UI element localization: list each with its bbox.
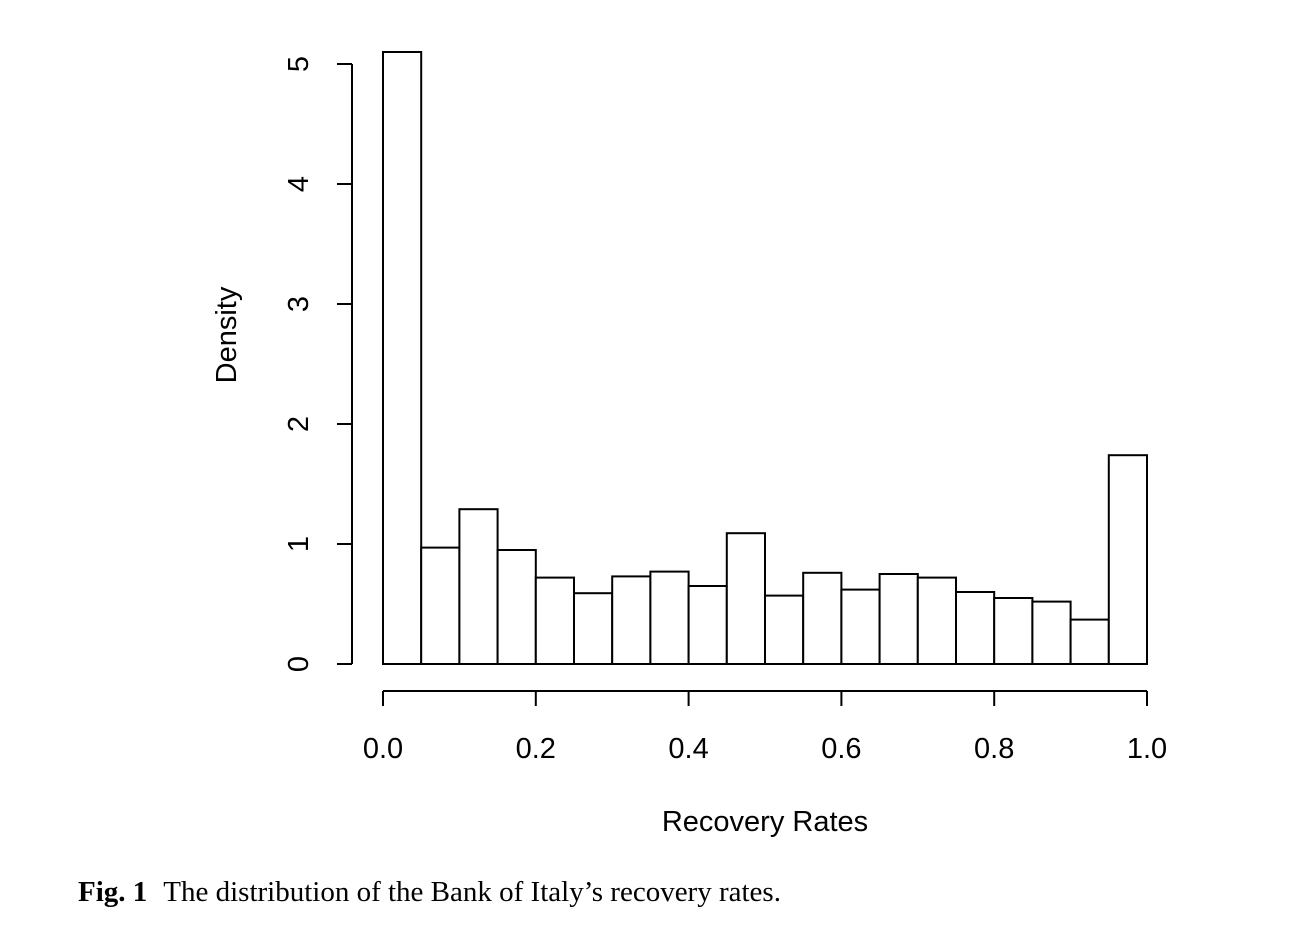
histogram-bar-19 — [1107, 454, 1149, 666]
histogram-bar-5 — [573, 592, 614, 666]
histogram-bar-3 — [496, 549, 537, 665]
histogram-bar-11 — [802, 571, 843, 665]
x-tick-label: 0.0 — [363, 733, 403, 765]
histogram-bar-6 — [611, 575, 652, 666]
x-axis: 0.0 0.2 0.4 0.6 0.8 1.0 — [363, 690, 1167, 765]
y-tick-label: 5 — [283, 56, 315, 72]
y-axis-label: Density — [211, 286, 243, 383]
y-axis: 0 1 2 3 4 5 — [283, 56, 353, 672]
histogram-bar-9 — [725, 532, 766, 666]
histogram-bar-0 — [382, 51, 423, 665]
histogram-bar-18 — [1069, 618, 1110, 665]
histogram-bar-15 — [955, 591, 996, 665]
x-axis-label: Recovery Rates — [662, 806, 868, 838]
y-tick-label: 3 — [283, 296, 315, 312]
y-tick-label: 4 — [283, 176, 315, 192]
histogram-bars — [382, 51, 1149, 666]
x-tick-label: 0.8 — [974, 733, 1014, 765]
histogram-bar-14 — [916, 576, 957, 665]
figure-caption-label: Fig. 1 — [78, 876, 148, 908]
histogram-bar-16 — [993, 597, 1034, 665]
histogram-bar-17 — [1031, 600, 1072, 665]
y-tick-label: 2 — [283, 416, 315, 432]
x-tick-label: 0.2 — [516, 733, 556, 765]
x-tick-label: 1.0 — [1127, 733, 1167, 765]
histogram-bar-1 — [420, 546, 461, 665]
histogram-bar-13 — [878, 573, 919, 665]
histogram-bar-7 — [649, 570, 690, 665]
histogram-bar-8 — [687, 585, 728, 665]
histogram-bar-4 — [534, 576, 575, 665]
figure-caption: Fig. 1 The distribution of the Bank of It… — [78, 876, 781, 909]
y-tick-label: 1 — [283, 536, 315, 552]
y-tick-label: 0 — [283, 656, 315, 672]
x-tick-label: 0.4 — [668, 733, 708, 765]
histogram-bar-12 — [840, 588, 881, 665]
figure-caption-text: The distribution of the Bank of Italy’s … — [163, 876, 781, 908]
histogram-bar-2 — [458, 508, 499, 666]
x-tick-label: 0.6 — [821, 733, 861, 765]
histogram-bar-10 — [764, 594, 805, 665]
